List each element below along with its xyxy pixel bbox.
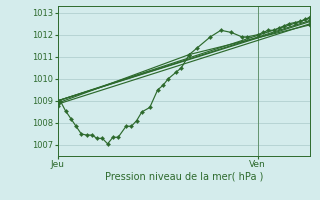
X-axis label: Pression niveau de la mer( hPa ): Pression niveau de la mer( hPa ) [105, 172, 263, 182]
